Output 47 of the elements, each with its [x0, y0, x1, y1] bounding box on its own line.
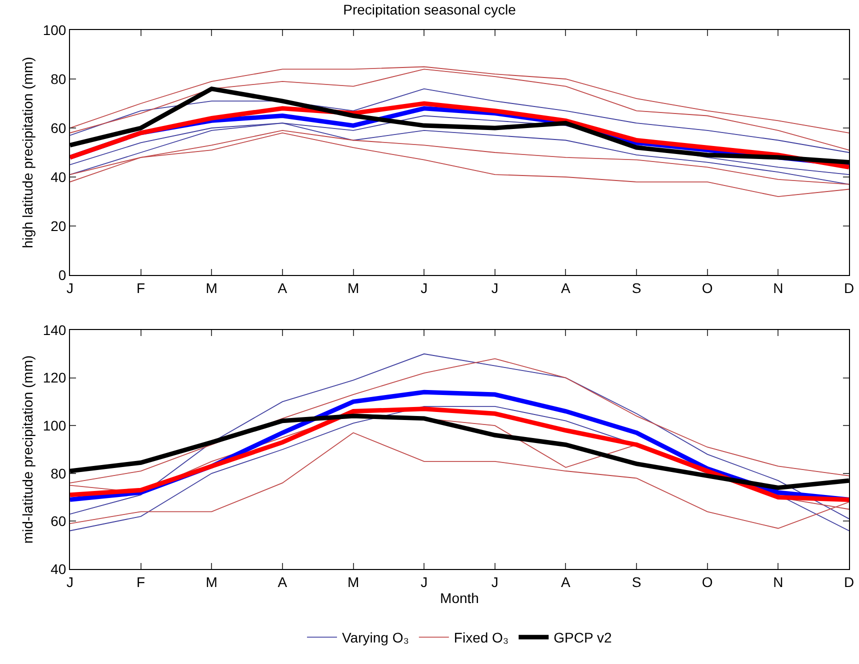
y-tick-label: 100	[42, 418, 66, 434]
y-tick-label: 80	[50, 465, 66, 482]
legend-label: Varying O₃	[342, 630, 409, 646]
y-axis-title: high latitude precipitation (mm)	[19, 56, 36, 248]
x-tick-label: S	[632, 574, 642, 590]
y-tick-label: 60	[50, 120, 66, 136]
y-tick-label: 80	[50, 70, 66, 87]
x-axis-title: Month	[440, 590, 479, 606]
x-tick-label: F	[136, 280, 146, 296]
line-series	[70, 132, 849, 198]
x-tick-label: J	[66, 574, 74, 590]
x-tick-label: S	[632, 280, 642, 296]
x-tick-label: N	[773, 280, 784, 296]
x-tick-label: O	[702, 280, 713, 296]
x-tick-label: N	[773, 574, 784, 590]
x-tick-label: M	[206, 280, 218, 296]
legend-label: Fixed O₃	[454, 630, 509, 646]
x-tick-label: A	[278, 574, 288, 590]
x-tick-label: F	[136, 574, 146, 590]
y-axis-title: mid-latitude precipitation (mm)	[19, 355, 36, 544]
x-tick-label: J	[420, 280, 428, 296]
line-series	[70, 88, 849, 153]
chart-title: Precipitation seasonal cycle	[343, 1, 516, 18]
y-tick-label: 20	[50, 218, 66, 234]
x-tick-label: M	[347, 574, 360, 590]
x-tick-label: J	[66, 280, 74, 296]
line-series	[70, 68, 849, 150]
x-tick-label: M	[347, 280, 360, 296]
x-tick-label: J	[420, 574, 428, 590]
x-tick-label: D	[844, 574, 854, 590]
x-tick-label: A	[561, 280, 572, 296]
x-tick-label: O	[702, 574, 713, 590]
x-tick-label: J	[491, 280, 498, 296]
y-tick-label: 120	[42, 370, 66, 386]
legend-label: GPCP v2	[554, 630, 612, 646]
y-tick-label: 40	[50, 560, 66, 577]
y-tick-label: 60	[50, 513, 66, 530]
x-tick-label: J	[491, 574, 498, 590]
y-tick-label: 0	[58, 266, 66, 283]
x-tick-label: M	[206, 574, 218, 590]
y-tick-label: 100	[42, 22, 66, 38]
line-series	[70, 353, 849, 520]
x-tick-label: A	[561, 574, 572, 590]
y-tick-label: 40	[50, 168, 66, 185]
x-tick-label: D	[844, 280, 854, 296]
y-tick-label: 140	[42, 322, 66, 338]
x-tick-label: A	[278, 280, 288, 296]
